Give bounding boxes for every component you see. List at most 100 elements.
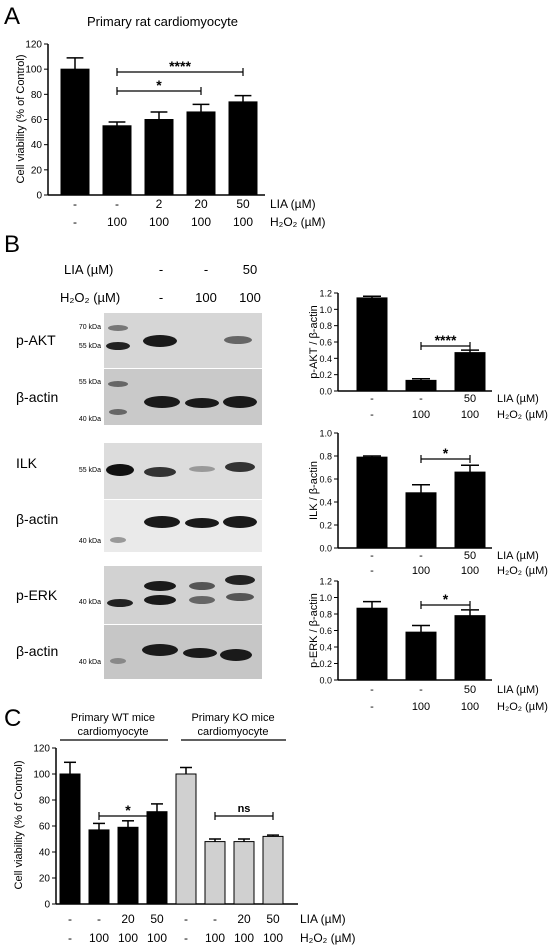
panel-b-chart-ilk-treatment-value: 100 (412, 565, 430, 577)
panel-b-header-treatment-label: H₂O₂ (µM) (60, 290, 120, 305)
panel-a-bar (60, 68, 90, 196)
kda-marker: 55 kDa (79, 343, 101, 350)
panel-b-chart-perk-sig-label: * (443, 591, 449, 607)
panel-b-chart-perk-y-tick-label: 0.0 (319, 676, 332, 686)
panel-c-y-tick-label: 100 (33, 770, 50, 781)
panel-c: C Cell viability (% of Control) Primary … (4, 705, 356, 945)
kda-marker: 55 kDa (79, 379, 101, 386)
panel-a-y-tick-label: 80 (31, 90, 43, 101)
panel-a-bar (228, 101, 258, 196)
band-actin2 (223, 516, 257, 528)
panel-b-chart-perk-bar (454, 615, 486, 681)
panel-a-treatment-value: 100 (191, 215, 211, 229)
panel-b: B - - 50 LIA (µM) - 100 100 H₂O₂ (µM) (4, 231, 548, 713)
panel-c-treatment-value: - (184, 931, 188, 945)
panel-b-chart-pakt-y-tick-label: 0.0 (319, 387, 332, 397)
panel-c-treatment-value: - (68, 912, 72, 926)
panel-c-sig-label: * (125, 802, 131, 818)
ladder-band (107, 599, 133, 607)
panel-b-chart-ilk-y-tick-label: 0.2 (319, 521, 332, 531)
panel-c-treatment-value: 20 (121, 912, 135, 926)
panel-c-y-tick-label: 0 (44, 900, 50, 911)
panel-a-treatment-value: 20 (194, 197, 208, 211)
ladder-band (106, 464, 134, 476)
panel-c-bar (88, 829, 110, 905)
panel-b-header-treatment-value: 50 (243, 262, 257, 277)
panel-c-y-tick-label: 120 (33, 744, 50, 755)
panel-c-treatment-value: 100 (89, 931, 109, 945)
panel-c-group-label: cardiomyocyte (198, 726, 269, 738)
panel-b-chart-ilk-treatment-label: H₂O₂ (µM) (497, 565, 548, 577)
panel-b-chart-pakt-bar (356, 297, 388, 392)
panel-a-treatment-value: 2 (156, 197, 163, 211)
panel-b-chart-ilk-bar (454, 471, 486, 549)
panel-b-header-treatment-value: 100 (239, 290, 261, 305)
panel-b-chart-ilk-treatment-value: - (419, 550, 423, 562)
panel-b-chart-perk-treatment-value: 100 (461, 701, 479, 713)
panel-c-treatment-value: - (184, 912, 188, 926)
panel-b-chart-ilk-treatment-value: - (370, 550, 374, 562)
panel-b-chart-perk-treatment-value: - (370, 701, 374, 713)
panel-b-chart-pakt-y-tick-label: 1.2 (319, 289, 332, 299)
band-actin2 (144, 516, 180, 528)
panel-a-sig-label: **** (169, 58, 191, 74)
panel-a-treatment-value: - (73, 197, 77, 211)
panel-b-chart-pakt-treatment-value: - (370, 409, 374, 421)
ladder-band (108, 381, 128, 387)
panel-c-bar (175, 773, 197, 905)
kda-marker: 40 kDa (79, 416, 101, 423)
panel-a-bar (102, 125, 132, 196)
panel-c-ylabel: Cell viability (% of Control) (13, 761, 25, 890)
band-ilk (189, 466, 215, 472)
band-ilk (144, 467, 176, 477)
panel-a-y-tick-label: 120 (25, 40, 42, 51)
panel-b-chart-pakt-treatment-value: 100 (461, 409, 479, 421)
panel-c-treatment-value: - (68, 931, 72, 945)
panel-b-chart-perk-treatment-value: 100 (412, 701, 430, 713)
panel-b-chart-perk-y-tick-label: 0.2 (319, 659, 332, 669)
band-actin2 (185, 518, 219, 528)
band-pakt-control (143, 335, 177, 347)
band-actin3 (183, 648, 217, 658)
panel-c-bar (146, 811, 168, 905)
panel-a-treatment-label: H₂O₂ (µM) (270, 215, 326, 229)
panel-b-chart-ilk-y-tick-label: 0.0 (319, 544, 332, 554)
panel-b-chart-perk-y-tick-label: 0.4 (319, 643, 332, 653)
panel-c-treatment-value: 100 (118, 931, 138, 945)
panel-a-treatment-value: 50 (236, 197, 250, 211)
panel-b-chart-perk-treatment-label: H₂O₂ (µM) (497, 701, 548, 713)
panel-b-chart-perk-treatment-value: - (370, 684, 374, 696)
panel-c-treatment-value: - (213, 912, 217, 926)
band-perk (226, 593, 254, 601)
kda-marker: 40 kDa (79, 599, 101, 606)
panel-b-chart-ilk-y-tick-label: 0.4 (319, 498, 332, 508)
panel-b-header-treatment-value: - (204, 262, 208, 277)
panel-a-y-tick-label: 40 (31, 140, 43, 151)
band-actin1 (185, 398, 219, 408)
panel-b-chart-perk-treatment-value: - (419, 684, 423, 696)
panel-b-chart-pakt-sig-label: **** (435, 332, 457, 348)
panel-a-y-tick-label: 20 (31, 165, 43, 176)
panel-b-letter: B (4, 231, 20, 258)
panel-b-chart-pakt-treatment-value: 100 (412, 409, 430, 421)
panel-b-chart-pakt-y-tick-label: 0.4 (319, 354, 332, 364)
band-perk (189, 582, 215, 590)
panel-a-y-tick-label: 100 (25, 65, 42, 76)
panel-c-bar (204, 841, 226, 905)
blot-label-ilk: ILK (16, 455, 38, 471)
panel-c-treatment-value: 100 (205, 931, 225, 945)
panel-c-treatment-value: 100 (234, 931, 254, 945)
panel-a-bar (186, 111, 216, 196)
panel-a: A Primary rat cardiomyocyte Cell viabili… (4, 3, 326, 229)
panel-c-treatment-value: 50 (150, 912, 164, 926)
panel-c-bar (233, 841, 255, 905)
panel-a-y-tick-label: 0 (36, 191, 42, 202)
band-actin1 (223, 396, 257, 408)
band-perk (144, 581, 176, 591)
panel-b-chart-ilk-bar (405, 492, 437, 549)
blot-label-actin-2: β-actin (16, 511, 58, 527)
panel-b-chart-pakt-bar (454, 352, 486, 392)
panel-a-treatment-value: - (73, 215, 77, 229)
panel-b-chart-ilk-treatment-value: 100 (461, 565, 479, 577)
panel-b-chart-ilk-y-tick-label: 0.6 (319, 475, 332, 485)
